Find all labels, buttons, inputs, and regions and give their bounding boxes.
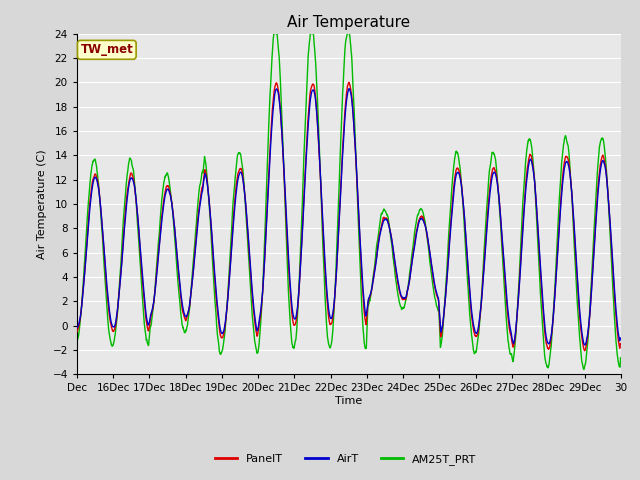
AirT bbox=[73, 325, 81, 331]
AM25T_PRT bbox=[365, 302, 372, 308]
AirT bbox=[617, 336, 625, 342]
AirT bbox=[507, 329, 515, 335]
AM25T_PRT bbox=[569, 212, 577, 218]
AM25T_PRT bbox=[270, 31, 278, 36]
AM25T_PRT bbox=[225, 281, 232, 287]
AirT bbox=[365, 296, 372, 302]
PanelT bbox=[617, 341, 625, 347]
Text: TW_met: TW_met bbox=[81, 43, 133, 56]
AM25T_PRT bbox=[584, 332, 592, 338]
PanelT bbox=[365, 298, 372, 304]
AirT bbox=[580, 342, 588, 348]
PanelT bbox=[507, 332, 515, 338]
AirT bbox=[376, 230, 384, 236]
Line: PanelT: PanelT bbox=[77, 83, 621, 351]
AirT bbox=[346, 86, 353, 92]
AirT bbox=[569, 205, 577, 211]
AM25T_PRT bbox=[507, 351, 515, 357]
Line: AirT: AirT bbox=[77, 89, 621, 345]
AM25T_PRT bbox=[617, 356, 625, 361]
PanelT bbox=[376, 228, 384, 234]
PanelT bbox=[73, 329, 81, 335]
AirT bbox=[225, 288, 232, 293]
AM25T_PRT bbox=[376, 216, 384, 222]
PanelT bbox=[584, 328, 592, 334]
Line: AM25T_PRT: AM25T_PRT bbox=[77, 34, 621, 370]
Legend: PanelT, AirT, AM25T_PRT: PanelT, AirT, AM25T_PRT bbox=[211, 450, 481, 469]
Y-axis label: Air Temperature (C): Air Temperature (C) bbox=[37, 149, 47, 259]
PanelT bbox=[225, 286, 232, 292]
PanelT bbox=[569, 206, 577, 212]
X-axis label: Time: Time bbox=[335, 396, 362, 406]
PanelT bbox=[580, 348, 588, 354]
AM25T_PRT bbox=[580, 367, 588, 372]
PanelT bbox=[345, 80, 353, 85]
AirT bbox=[584, 326, 592, 332]
Title: Air Temperature: Air Temperature bbox=[287, 15, 410, 30]
AM25T_PRT bbox=[73, 337, 81, 343]
